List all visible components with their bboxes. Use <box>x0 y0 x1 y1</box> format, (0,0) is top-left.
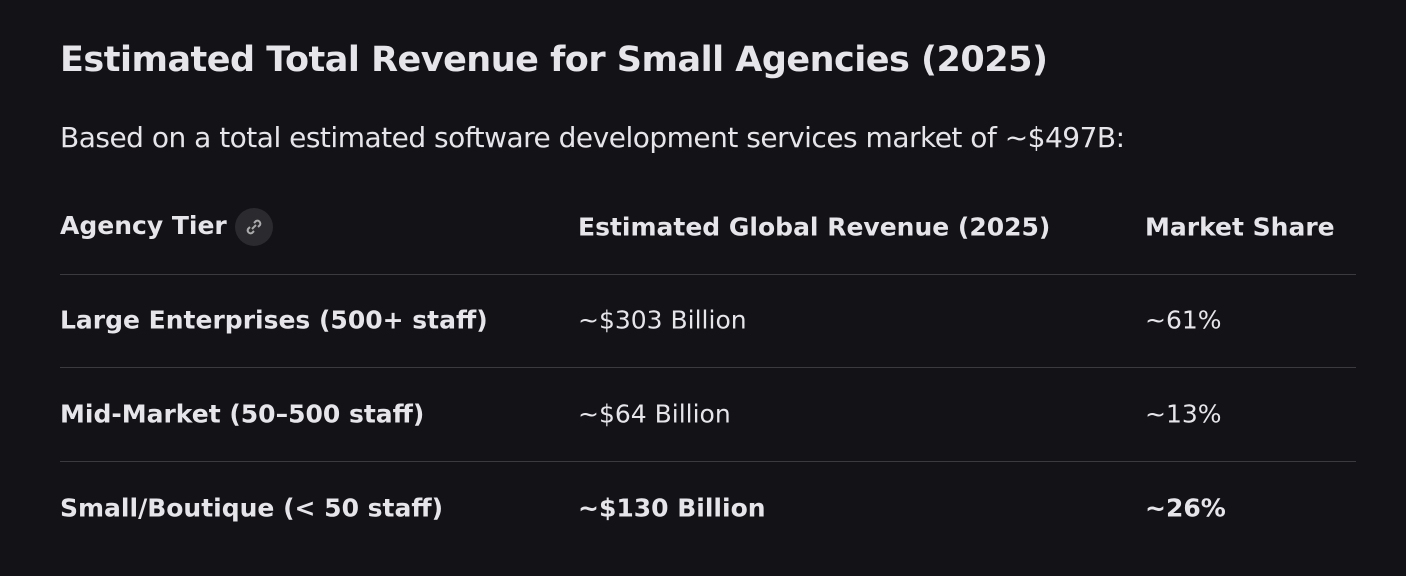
header-row: Agency Tier Estimated Global Revenue (20… <box>60 180 1356 275</box>
subtitle: Based on a total estimated software deve… <box>60 121 1125 154</box>
cell: ~26% <box>1145 493 1226 523</box>
cell: Large Enterprises (500+ staff) <box>60 305 488 335</box>
cell: ~$303 Billion <box>578 305 747 335</box>
cell: ~$130 Billion <box>578 493 766 523</box>
cell: Mid-Market (50–500 staff) <box>60 399 425 429</box>
cell: ~61% <box>1145 305 1222 335</box>
link-icon[interactable] <box>234 208 273 246</box>
cell: ~13% <box>1145 399 1222 429</box>
header-text: Agency Tier <box>60 211 227 240</box>
table-row: Small/Boutique (< 50 staff) ~$130 Billio… <box>60 461 1356 555</box>
header-cell: Market Share <box>1145 212 1335 242</box>
header-cell: Agency Tier <box>60 208 273 246</box>
cell: ~$64 Billion <box>578 399 731 429</box>
header-cell: Estimated Global Revenue (2025) <box>578 212 1051 242</box>
table-row: Mid-Market (50–500 staff) ~$64 Billion ~… <box>60 367 1356 462</box>
cell: Small/Boutique (< 50 staff) <box>60 493 444 523</box>
title: Estimated Total Revenue for Small Agenci… <box>60 40 1048 80</box>
table-row: Large Enterprises (500+ staff) ~$303 Bil… <box>60 273 1356 368</box>
